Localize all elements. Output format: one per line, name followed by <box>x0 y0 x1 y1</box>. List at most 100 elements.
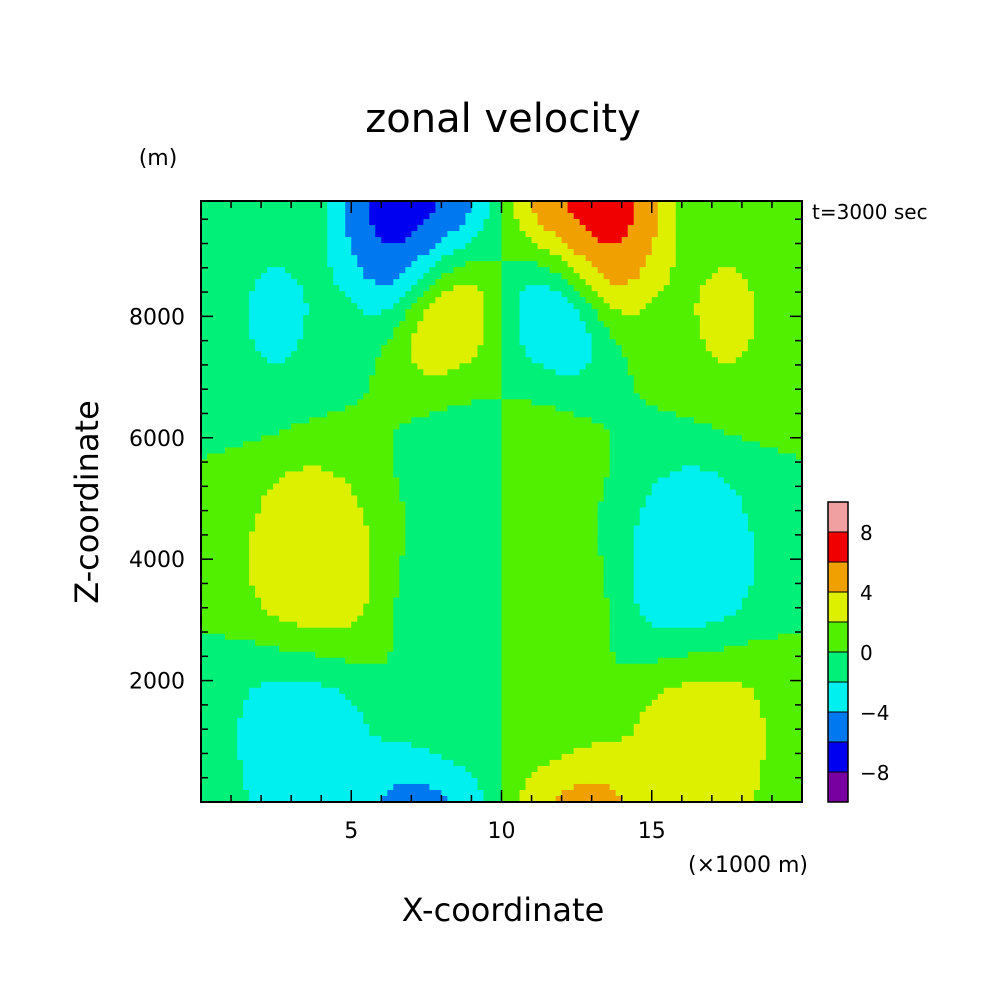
field-cell <box>483 327 491 334</box>
field-cell <box>237 321 244 328</box>
field-cell <box>243 375 250 382</box>
field-cell <box>333 285 340 292</box>
field-cell <box>357 645 364 653</box>
field-cell <box>267 249 274 256</box>
field-cell <box>255 729 262 737</box>
field-cell <box>213 669 220 677</box>
field-cell <box>225 681 232 689</box>
field-cell <box>423 537 430 545</box>
field-cell <box>225 531 232 539</box>
field-cell <box>369 351 376 358</box>
field-cell <box>357 219 364 226</box>
field-cell <box>483 447 491 455</box>
field-cell <box>381 693 388 701</box>
field-cell <box>417 633 424 641</box>
field-cell <box>303 483 310 491</box>
field-cell <box>255 279 262 286</box>
field-cell <box>315 513 322 521</box>
field-cell <box>315 759 322 767</box>
field-cell <box>375 591 382 599</box>
field-cell <box>291 723 298 731</box>
field-cell <box>405 603 412 611</box>
field-cell <box>435 633 442 641</box>
field-cell <box>285 225 292 232</box>
field-cell <box>357 699 364 707</box>
field-cell <box>447 411 455 418</box>
field-cell <box>309 465 316 473</box>
field-cell <box>261 729 268 737</box>
field-cell <box>477 543 485 551</box>
field-cell <box>207 237 214 244</box>
field-cell <box>429 375 436 382</box>
field-cell <box>213 759 220 767</box>
field-cell <box>273 321 280 328</box>
field-cell <box>255 249 262 256</box>
field-cell <box>411 375 418 382</box>
field-cell <box>321 675 328 683</box>
field-cell <box>483 651 491 659</box>
field-cell <box>297 441 304 449</box>
field-cell <box>459 201 467 208</box>
field-cell <box>363 687 370 695</box>
field-cell <box>459 303 467 310</box>
field-cell <box>333 417 340 424</box>
field-cell <box>477 549 485 557</box>
field-cell <box>381 201 388 208</box>
field-cell <box>291 687 298 695</box>
field-cell <box>453 489 461 497</box>
field-cell <box>285 747 292 755</box>
field-cell <box>243 429 250 436</box>
field-cell <box>381 639 388 647</box>
field-cell <box>369 357 376 364</box>
field-cell <box>243 381 250 388</box>
field-cell <box>273 747 280 755</box>
field-cell <box>465 459 473 467</box>
field-cell <box>417 303 424 310</box>
field-cell <box>345 285 352 292</box>
field-cell <box>465 303 473 310</box>
field-cell <box>243 363 250 370</box>
field-cell <box>447 393 455 400</box>
field-cell <box>435 615 442 623</box>
field-cell <box>423 597 430 605</box>
field-cell <box>249 489 256 497</box>
field-cell <box>267 675 274 683</box>
field-cell <box>495 483 503 491</box>
field-cell <box>429 285 436 292</box>
field-cell <box>279 489 286 497</box>
field-cell <box>477 765 485 773</box>
field-cell <box>363 237 370 244</box>
field-cell <box>279 591 286 599</box>
field-cell <box>477 621 485 629</box>
field-cell <box>375 447 382 455</box>
field-cell <box>417 495 424 503</box>
field-cell <box>321 483 328 491</box>
field-cell <box>489 207 497 214</box>
field-cell <box>465 777 473 785</box>
field-cell <box>441 429 449 436</box>
field-cell <box>393 249 400 256</box>
field-cell <box>303 561 310 569</box>
field-cell <box>309 255 316 262</box>
field-cell <box>213 711 220 719</box>
field-cell <box>279 231 286 238</box>
field-cell <box>303 693 310 701</box>
field-cell <box>375 363 382 370</box>
field-cell <box>375 453 382 461</box>
field-cell <box>429 315 436 322</box>
field-cell <box>357 309 364 316</box>
field-cell <box>351 567 358 575</box>
field-cell <box>291 447 298 455</box>
field-cell <box>465 519 473 527</box>
field-cell <box>471 225 479 232</box>
field-cell <box>459 393 467 400</box>
field-cell <box>417 225 424 232</box>
field-cell <box>435 537 442 545</box>
field-cell <box>495 453 503 461</box>
field-cell <box>411 453 418 461</box>
field-cell <box>423 777 430 785</box>
field-cell <box>399 633 406 641</box>
field-cell <box>285 285 292 292</box>
field-cell <box>357 399 364 406</box>
field-cell <box>219 351 226 358</box>
